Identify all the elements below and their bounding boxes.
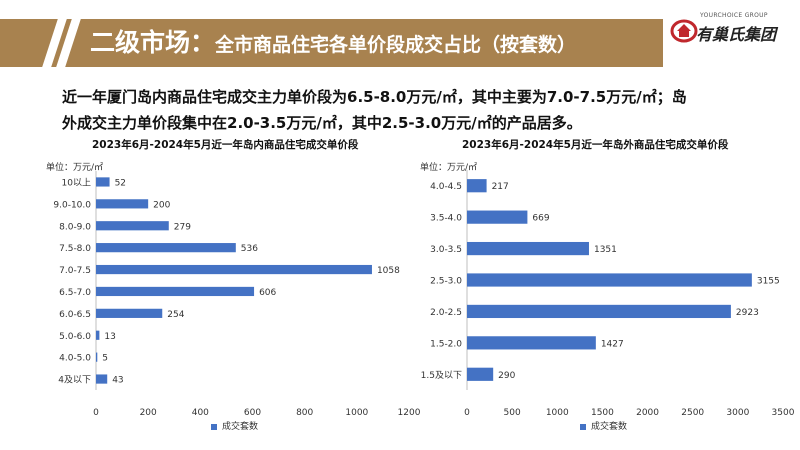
island-x-tick-label: 200 <box>140 408 157 418</box>
offisland-bar <box>467 241 589 256</box>
title-bar: 二级市场：全市商品住宅各单价段成交占比（按套数） <box>0 19 663 67</box>
page-title: 二级市场：全市商品住宅各单价段成交占比（按套数） <box>90 19 576 67</box>
island-x-tick-label: 600 <box>244 408 261 418</box>
island-category-label: 7.5-8.0 <box>59 244 91 254</box>
offisland-x-tick-label: 1500 <box>591 408 614 418</box>
offisland-x-tick-label: 500 <box>504 408 521 418</box>
offisland-data-label: 1427 <box>601 339 624 349</box>
house-ring-logo-icon <box>670 19 698 43</box>
island-data-label: 200 <box>153 200 170 210</box>
island-chart-unit-label: 单位：万元/㎡ <box>46 163 104 173</box>
page-title-sub: 全市商品住宅各单价段成交占比（按套数） <box>215 34 577 56</box>
offisland-data-label: 669 <box>532 214 549 224</box>
brand-logo: YOURCHOICE GROUP 有巢氏集团 <box>670 10 795 50</box>
offisland-data-label: 3155 <box>757 277 780 287</box>
island-data-label: 52 <box>115 178 126 188</box>
island-data-label: 254 <box>167 310 184 320</box>
offisland-category-label: 2.0-2.5 <box>430 308 462 318</box>
island-x-tick-label: 1200 <box>398 408 421 418</box>
island-data-label: 43 <box>112 376 123 386</box>
island-chart-title: 2023年6月-2024年5月近一年岛内商品住宅成交单价段 <box>92 139 359 151</box>
offisland-bar <box>467 336 596 350</box>
island-category-label: 4及以下 <box>58 375 91 386</box>
island-bar <box>96 330 100 340</box>
offisland-chart-unit-label: 单位：万元/㎡ <box>420 163 478 173</box>
offisland-category-label: 1.5-2.0 <box>430 339 462 349</box>
island-bar <box>96 308 163 318</box>
island-category-label: 6.5-7.0 <box>59 288 91 298</box>
island-x-tick-label: 800 <box>296 408 313 418</box>
island-bar <box>96 199 149 209</box>
offisland-x-tick-label: 2500 <box>681 408 704 418</box>
island-category-label: 10以上 <box>62 177 91 188</box>
summary-line: 外成交主力单价段集中在2.0-3.5万元/㎡，其中2.5-3.0万元/㎡的产品居… <box>62 114 582 132</box>
offisland-data-label: 290 <box>498 371 515 381</box>
offisland-bar <box>467 304 731 319</box>
island-bar <box>96 243 236 253</box>
island-bar <box>96 177 110 187</box>
offisland-bar <box>467 273 752 287</box>
summary-text: 近一年厦门岛内商品住宅成交主力单价段为6.5-8.0万元/㎡，其中主要为7.0-… <box>62 84 762 136</box>
page-title-main: 二级市场： <box>90 28 216 57</box>
offisland-bar <box>467 179 487 193</box>
brand-logo-chinese: 有巢氏集团 <box>696 25 777 44</box>
offisland-x-tick-label: 0 <box>464 408 470 418</box>
summary-line: 近一年厦门岛内商品住宅成交主力单价段为6.5-8.0万元/㎡，其中主要为7.0-… <box>62 88 687 106</box>
island-bar <box>96 286 255 297</box>
island-bar <box>96 352 98 362</box>
island-x-tick-label: 1000 <box>345 408 368 418</box>
island-data-label: 606 <box>259 288 276 298</box>
island-x-tick-label: 0 <box>93 408 99 418</box>
island-bar <box>96 221 169 231</box>
island-category-label: 7.0-7.5 <box>59 266 91 276</box>
offisland-data-label: 2923 <box>736 308 759 318</box>
offisland-x-tick-label: 2000 <box>636 408 659 418</box>
offisland-category-label: 2.5-3.0 <box>430 277 462 287</box>
offisland-data-label: 1351 <box>594 245 617 255</box>
offisland-bar <box>467 367 494 381</box>
offisland-chart-legend: 成交套数 <box>580 419 627 432</box>
island-data-label: 536 <box>241 244 258 254</box>
island-x-tick-label: 400 <box>192 408 209 418</box>
offisland-category-label: 3.5-4.0 <box>430 214 462 224</box>
legend-label: 成交套数 <box>591 422 628 432</box>
legend-label: 成交套数 <box>222 422 259 432</box>
island-data-label: 279 <box>174 222 191 232</box>
offisland-chart-title: 2023年6月-2024年5月近一年岛外商品住宅成交单价段 <box>462 139 729 151</box>
offisland-x-tick-label: 3500 <box>772 408 795 418</box>
island-category-label: 9.0-10.0 <box>53 200 91 210</box>
island-category-label: 4.0-5.0 <box>59 354 91 364</box>
island-category-label: 8.0-9.0 <box>59 222 91 232</box>
offisland-x-tick-label: 1000 <box>546 408 569 418</box>
island-category-label: 5.0-6.0 <box>59 332 91 342</box>
island-bar <box>96 374 108 384</box>
island-bar <box>96 264 372 275</box>
brand-logo-english: YOURCHOICE GROUP <box>700 12 768 19</box>
offisland-data-label: 217 <box>492 182 509 192</box>
offisland-category-label: 4.0-4.5 <box>430 182 462 192</box>
offisland-category-label: 1.5及以下 <box>421 370 462 381</box>
offisland-category-label: 3.0-3.5 <box>430 245 462 255</box>
legend-swatch <box>211 423 217 430</box>
legend-swatch <box>580 423 586 430</box>
island-data-label: 13 <box>104 332 115 342</box>
island-chart-legend: 成交套数 <box>211 419 258 432</box>
island-data-label: 1058 <box>377 266 400 276</box>
offisland-x-tick-label: 3000 <box>726 408 749 418</box>
island-category-label: 6.0-6.5 <box>59 310 91 320</box>
offisland-bar <box>467 210 528 224</box>
island-data-label: 5 <box>102 354 108 364</box>
